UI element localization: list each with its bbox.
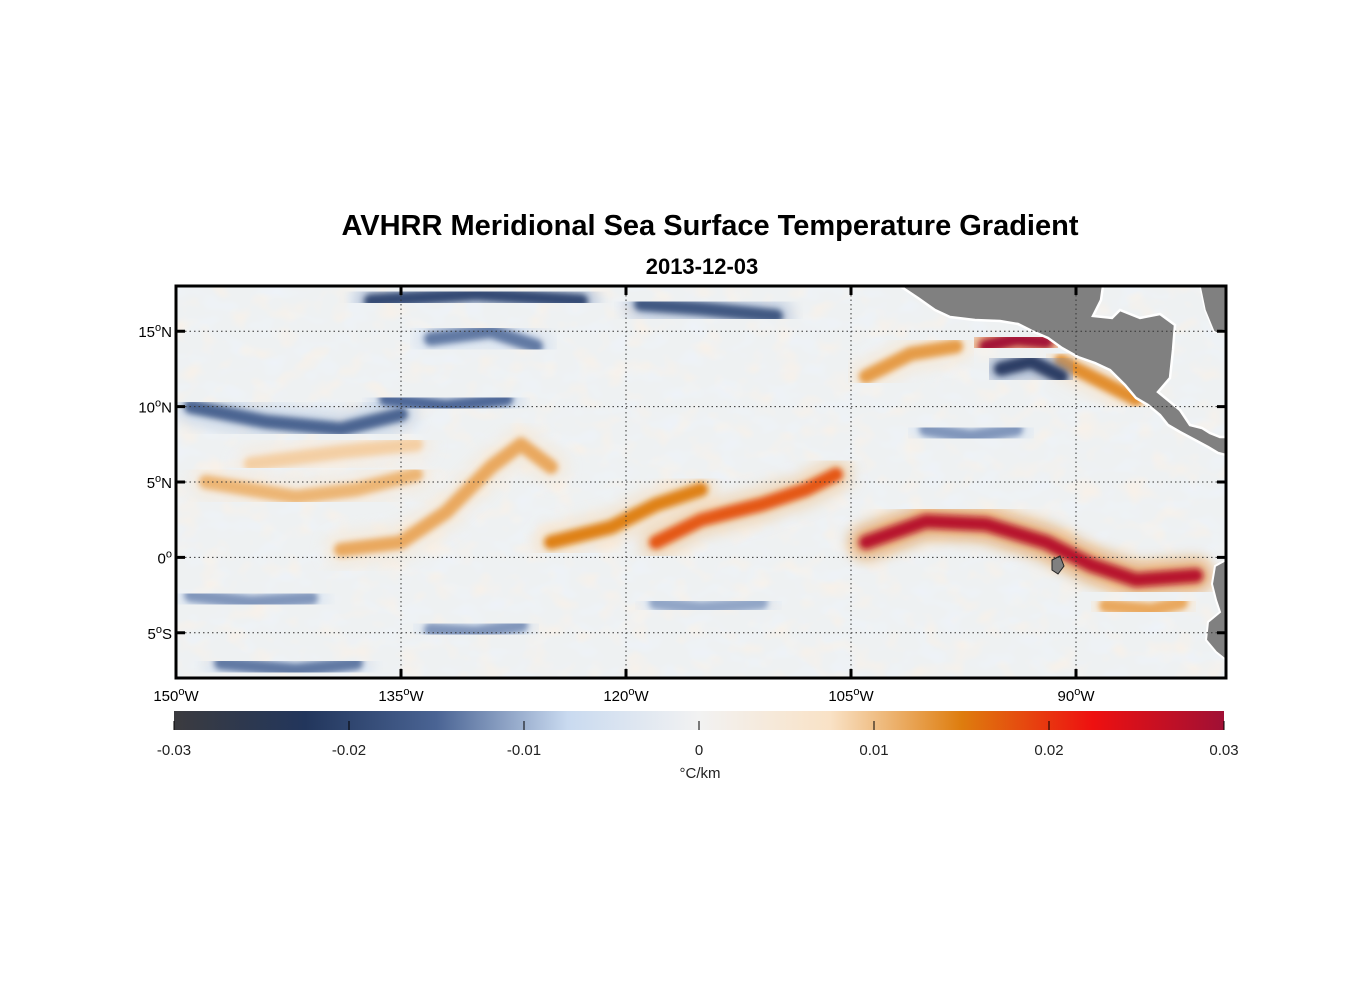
colorbar-tick-label: 0.02 bbox=[1034, 742, 1063, 759]
tehuantepec-front bbox=[969, 321, 1063, 364]
equatorial-front-central bbox=[639, 457, 853, 560]
map-subtitle: 2013-12-03 bbox=[646, 254, 759, 279]
neg-north-18n bbox=[354, 286, 598, 319]
equatorial-front-east bbox=[849, 504, 1213, 597]
front-south-peru-core bbox=[1099, 595, 1188, 618]
colorbar-gradient bbox=[174, 711, 1224, 730]
colorbar-unit-label: °C/km bbox=[680, 765, 721, 782]
tick-label: 105oW bbox=[828, 686, 874, 705]
neg-south-5s-mid-core bbox=[424, 618, 528, 640]
land-south-america bbox=[1204, 558, 1226, 662]
neg-south-5s-mid bbox=[414, 608, 538, 650]
tropical-instability-wave-mid-core bbox=[544, 482, 708, 550]
colorbar: -0.03 -0.02 -0.01 0 0.01 0.02 0.03 °C/km bbox=[157, 711, 1239, 782]
tick-label: 90oW bbox=[1058, 686, 1096, 705]
equatorial-front-central-core bbox=[649, 467, 843, 550]
tick-label: 120oW bbox=[603, 686, 649, 705]
neg-north-16n-core bbox=[634, 297, 783, 324]
tick-label: 5oS bbox=[148, 624, 172, 643]
neg-south-3s-mid bbox=[639, 585, 778, 626]
neg-band-10n-mid bbox=[369, 382, 523, 424]
land-masses bbox=[897, 286, 1226, 662]
front-12n bbox=[849, 329, 973, 394]
neg-8n-east-core bbox=[919, 422, 1023, 444]
neg-tehuantepec-core bbox=[994, 354, 1068, 384]
longitude-ticks: 150oW 135oW 120oW 105oW 90oW bbox=[153, 286, 1095, 705]
neg-south-7s bbox=[204, 645, 373, 678]
colorbar-tick-label: 0.01 bbox=[859, 742, 888, 759]
colorbar-ticks: -0.03 -0.02 -0.01 0 0.01 0.02 0.03 bbox=[157, 721, 1239, 759]
tropical-instability-wave-west bbox=[324, 427, 568, 567]
neg-north-16n bbox=[624, 287, 793, 334]
equatorial-front-east-core bbox=[859, 514, 1203, 587]
front-south-peru bbox=[1089, 585, 1198, 628]
colorbar-tick-label: 0 bbox=[695, 742, 703, 759]
front-7n-west-core bbox=[244, 437, 423, 471]
colorbar-tick-label: -0.02 bbox=[332, 742, 366, 759]
neg-band-10n-mid-core bbox=[379, 392, 513, 414]
front-5n-west-core bbox=[199, 467, 423, 505]
tick-label: 135oW bbox=[378, 686, 424, 705]
land-galapagos bbox=[1051, 555, 1065, 575]
neg-band-10n-west bbox=[176, 389, 418, 447]
tick-label: 15oN bbox=[138, 322, 172, 341]
neg-south-3s-mid-core bbox=[649, 595, 768, 616]
land-central-america bbox=[897, 286, 1226, 457]
neg-8n-east bbox=[909, 412, 1033, 454]
neg-south-7s-core bbox=[214, 655, 363, 678]
tehuantepec-front-core bbox=[979, 331, 1053, 354]
neg-15n-mid bbox=[414, 314, 553, 364]
neg-north-18n-core bbox=[364, 286, 588, 309]
front-7n-west bbox=[234, 427, 433, 481]
latitude-ticks: 15oN 10oN 5oN 0o 5oS bbox=[138, 322, 1226, 643]
front-12n-core bbox=[859, 339, 963, 384]
tick-label: 0o bbox=[158, 548, 172, 567]
neg-south-3s-core bbox=[184, 588, 318, 610]
map-title: AVHRR Meridional Sea Surface Temperature… bbox=[341, 210, 1078, 242]
colorbar-tick-label: -0.01 bbox=[507, 742, 541, 759]
gradient-features bbox=[176, 286, 1213, 678]
tropical-instability-wave-mid bbox=[534, 472, 718, 560]
tick-label: 5oN bbox=[147, 473, 172, 492]
tick-label: 150oW bbox=[153, 686, 199, 705]
tick-label: 10oN bbox=[138, 398, 172, 417]
neg-south-3s bbox=[176, 578, 328, 620]
neg-band-10n-west-core bbox=[184, 399, 408, 437]
tropical-instability-wave-west-core bbox=[334, 437, 558, 557]
map-area bbox=[176, 286, 1226, 678]
front-5n-west bbox=[189, 457, 433, 515]
colorbar-tick-label: 0.03 bbox=[1209, 742, 1238, 759]
neg-tehuantepec bbox=[984, 344, 1078, 394]
colorbar-tick-label: -0.03 bbox=[157, 742, 191, 759]
